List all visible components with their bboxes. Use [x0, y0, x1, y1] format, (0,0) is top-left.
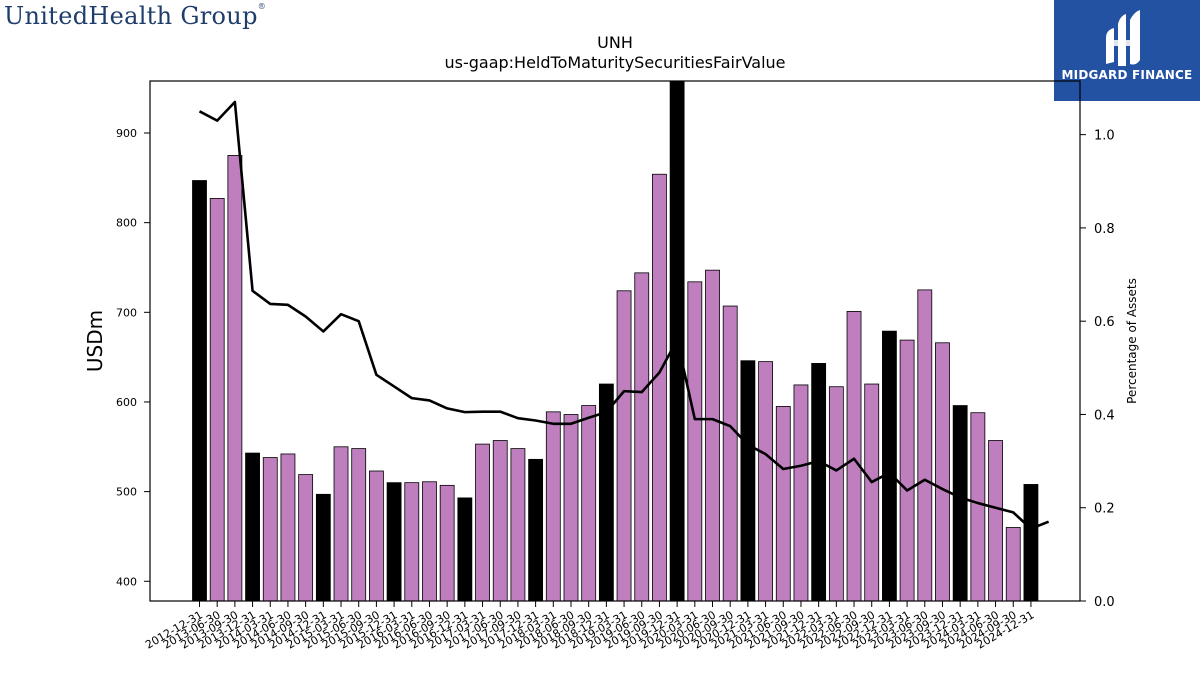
bar-10: [368, 470, 384, 602]
y2-tick-label-1: 0.2: [1094, 502, 1115, 517]
brand-emblem-icon: [1106, 10, 1140, 66]
y2-tick-label-5: 1.0: [1094, 129, 1115, 144]
y2-tick-label-0: 0.0: [1094, 595, 1115, 610]
x-axis: 2012-12-312013-06-302013-09-302013-12-31…: [143, 601, 1036, 652]
bar-11: [386, 482, 402, 602]
y2-axis-label: Percentage of Assets: [1125, 278, 1139, 404]
bar-13: [422, 481, 437, 602]
bars-layer: [192, 80, 1039, 602]
y-tick-label-4: 800: [116, 217, 137, 230]
y-tick-label-5: 900: [116, 127, 137, 140]
bar-39: [882, 330, 897, 602]
bar-29: [705, 269, 720, 602]
bar-46: [1005, 527, 1021, 602]
bar-14: [439, 484, 455, 602]
y-tick-label-3: 700: [116, 306, 137, 319]
bar-8: [333, 446, 349, 602]
bar-33: [775, 406, 791, 602]
chart-subtitle: us-gaap:HeldToMaturitySecuritiesFairValu…: [444, 53, 785, 72]
bar-7: [315, 493, 331, 602]
ratio-line: [198, 100, 1050, 531]
bar-25: [634, 272, 650, 602]
bar-0: [192, 180, 207, 602]
bar-4: [262, 457, 278, 602]
bar-40: [899, 339, 915, 602]
y-axis-label: USDm: [83, 310, 107, 372]
brand-name: MIDGARD FINANCE: [1061, 68, 1193, 82]
bar-43: [952, 405, 968, 602]
bar-44: [970, 412, 986, 602]
bar-12: [404, 482, 420, 602]
bar-45: [988, 440, 1003, 602]
bar-41: [917, 289, 933, 602]
bar-36: [828, 386, 844, 602]
bar-35: [811, 363, 827, 602]
bar-3: [245, 452, 260, 602]
plot-frame: [149, 80, 1081, 602]
bar-38: [864, 383, 880, 602]
bar-22: [581, 405, 597, 602]
y-tick-label-2: 600: [116, 396, 137, 409]
bar-42: [935, 342, 950, 602]
bar-26: [652, 173, 667, 602]
bar-24: [616, 290, 632, 602]
bar-6: [298, 474, 314, 602]
bar-15: [457, 497, 473, 602]
bar-34: [793, 384, 809, 602]
y2-tick-label-4: 0.8: [1094, 222, 1115, 237]
y2-tick-label-2: 0.4: [1094, 408, 1115, 423]
right-axis: 0.0 0.2 0.4 0.6 0.8 1.0: [1080, 129, 1115, 610]
brand-logo: MIDGARD FINANCE: [1054, 0, 1200, 101]
bar-32: [758, 361, 773, 602]
bar-19: [528, 458, 544, 602]
bar-37: [846, 311, 862, 602]
company-logo: UnitedHealth Group®: [4, 2, 266, 30]
left-axis: 400 500 600 700 800 900: [116, 127, 150, 588]
bar-16: [475, 443, 490, 602]
bar-47: [1023, 484, 1039, 602]
y-tick-label-1: 500: [116, 486, 137, 499]
bar-18: [510, 448, 526, 602]
bar-30: [722, 305, 738, 602]
company-logo-mark: ®: [257, 2, 267, 11]
bar-21: [563, 414, 579, 602]
y-tick-label-0: 400: [116, 575, 137, 588]
bar-9: [351, 448, 367, 602]
bar-20: [545, 411, 561, 602]
company-logo-text: UnitedHealth Group: [4, 2, 258, 30]
bar-5: [280, 453, 296, 602]
bar-2: [227, 155, 243, 602]
bar-1: [209, 198, 225, 602]
bar-31: [740, 360, 756, 602]
bar-28: [687, 281, 703, 602]
y2-tick-label-3: 0.6: [1094, 315, 1115, 330]
bar-17: [492, 440, 508, 602]
bar-23: [598, 383, 614, 602]
line-layer: [198, 100, 1050, 531]
chart-title: UNH: [597, 33, 633, 52]
